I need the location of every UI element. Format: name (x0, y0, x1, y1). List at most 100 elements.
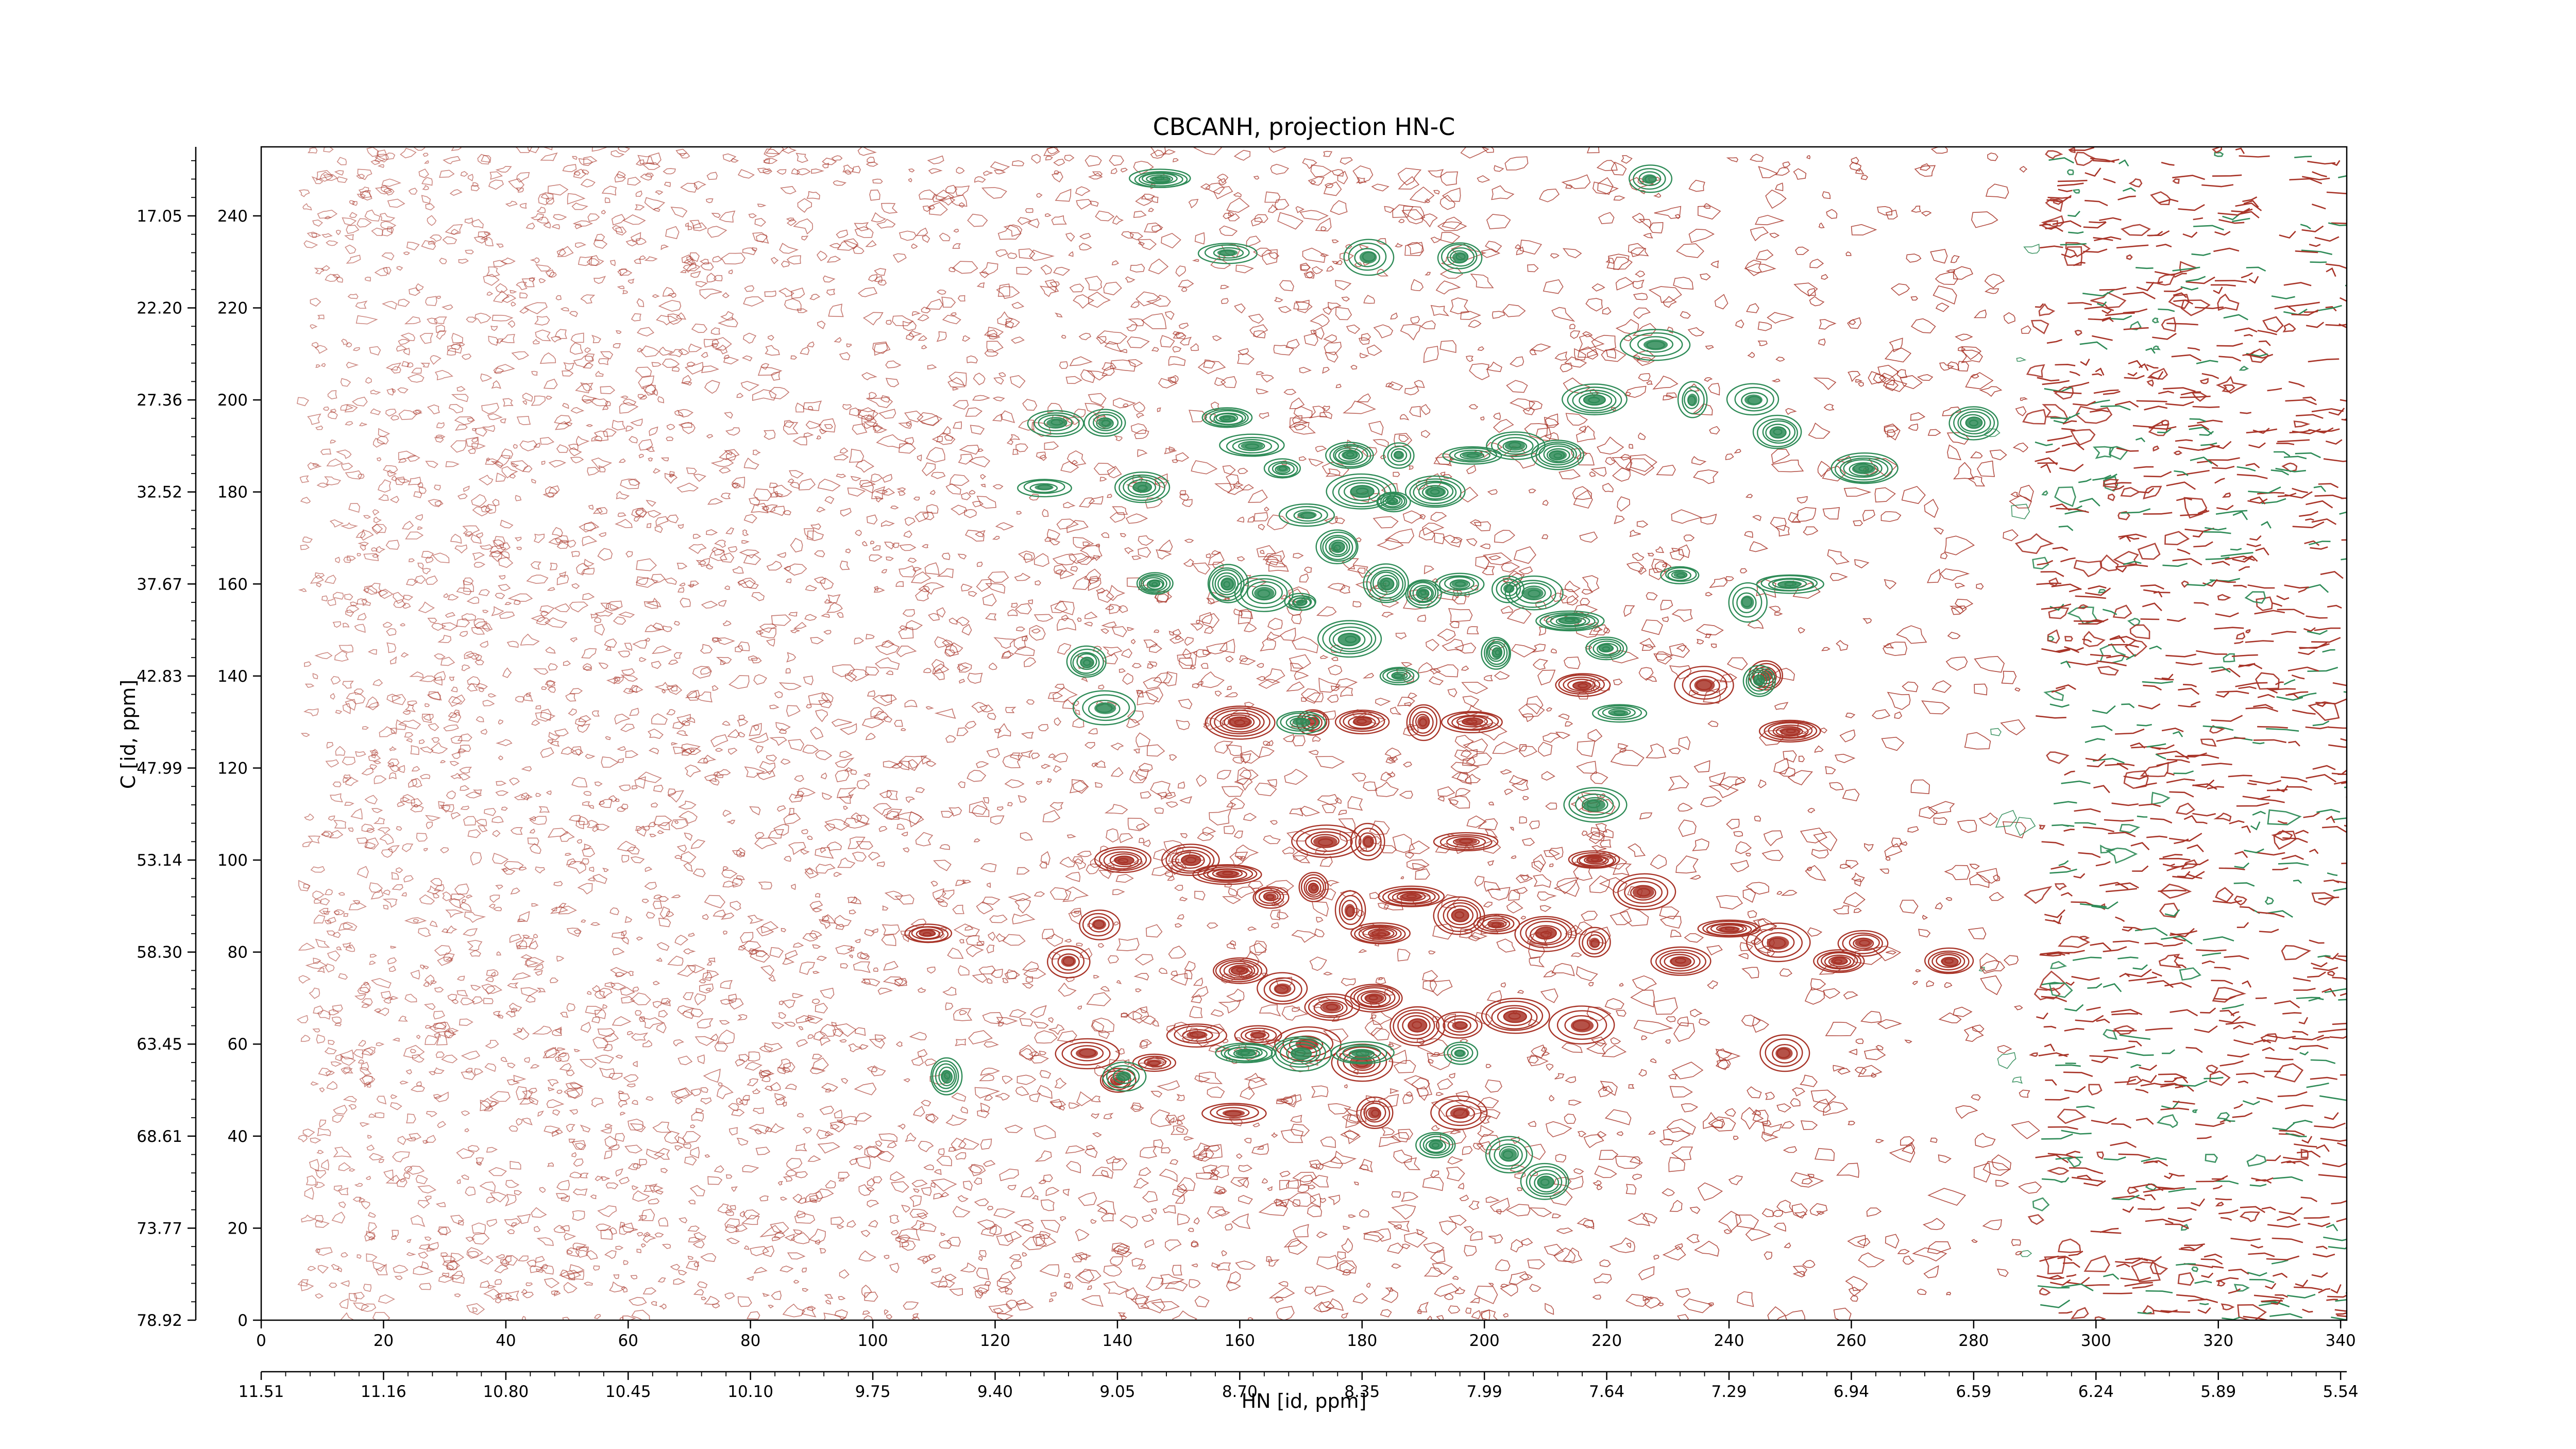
noise-contour (1161, 1147, 1171, 1154)
noise-contour (582, 663, 592, 670)
noise-contour (1564, 1114, 1577, 1124)
noise-contour (1494, 530, 1516, 543)
noise-contour (1054, 600, 1075, 616)
noise-contour (625, 551, 633, 558)
noise-contour (451, 147, 462, 151)
noise-contour (369, 764, 378, 770)
noise-contour (858, 1184, 872, 1196)
noise-contour (787, 478, 794, 483)
noise-contour (644, 637, 650, 642)
noise-contour (1024, 657, 1037, 667)
noise-contour (2175, 802, 2195, 815)
noise-contour (636, 1249, 641, 1254)
noise-contour (1625, 1184, 1637, 1195)
noise-contour (2015, 817, 2036, 836)
noise-contour (1765, 189, 1787, 209)
noise-contour (1973, 1162, 1991, 1183)
noise-contour (534, 1226, 540, 1233)
noise-contour (618, 1100, 628, 1108)
noise-contour (605, 401, 611, 407)
noise-contour (1478, 722, 1507, 741)
noise-contour (979, 1074, 995, 1082)
noise-contour (766, 638, 775, 647)
noise-contour (1191, 1263, 1198, 1268)
noise-contour (1466, 815, 1487, 828)
noise-contour (1636, 520, 1649, 528)
noise-contour (1411, 279, 1424, 291)
noise-contour (1044, 279, 1057, 293)
noise-contour (1321, 803, 1336, 813)
noise-contour (1569, 324, 1576, 329)
noise-contour (728, 1127, 738, 1136)
noise-contour (1305, 271, 1315, 279)
noise-contour (341, 1066, 351, 1075)
noise-contour (1709, 577, 1728, 588)
noise-contour (1549, 863, 1554, 867)
noise-contour (1238, 610, 1252, 625)
noise-contour (802, 1288, 809, 1292)
noise-contour (1666, 392, 1677, 398)
noise-contour (1516, 246, 1524, 256)
noise-contour (512, 972, 532, 981)
noise-contour (2215, 376, 2248, 394)
noise-contour (476, 532, 484, 538)
noise-contour (702, 971, 713, 982)
noise-contour (569, 601, 589, 613)
noise-contour (1357, 567, 1366, 574)
noise-contour (411, 766, 420, 772)
noise-contour (396, 345, 408, 352)
noise-contour (422, 568, 431, 575)
noise-contour (977, 448, 984, 452)
noise-contour (768, 829, 784, 839)
noise-contour (979, 1250, 987, 1257)
noise-contour (1628, 1212, 1651, 1226)
noise-contour (779, 243, 799, 254)
noise-contour (683, 862, 693, 872)
noise-contour (300, 497, 311, 504)
noise-contour (553, 881, 563, 886)
noise-contour (1252, 1122, 1260, 1127)
noise-contour (618, 784, 631, 791)
noise-contour (1143, 677, 1162, 689)
noise-contour (1053, 159, 1065, 166)
noise-contour (1282, 847, 1295, 854)
noise-contour (1484, 675, 1493, 682)
noise-contour (1483, 901, 1493, 908)
noise-contour (1546, 707, 1553, 712)
noise-contour (1179, 490, 1187, 496)
noise-contour (1426, 638, 1439, 652)
noise-contour (751, 658, 762, 664)
noise-contour (556, 575, 569, 585)
noise-contour (2079, 935, 2090, 941)
noise-contour (881, 569, 888, 574)
noise-contour (1270, 164, 1290, 175)
noise-contour (690, 1147, 700, 1159)
noise-contour (430, 355, 442, 365)
noise-contour (1833, 905, 1850, 915)
noise-contour (1121, 648, 1132, 659)
noise-contour (1582, 1220, 1595, 1228)
noise-contour (637, 771, 662, 783)
noise-contour (1765, 1091, 1775, 1100)
noise-contour (829, 243, 841, 248)
noise-contour (652, 901, 663, 909)
noise-contour (1858, 381, 1864, 387)
noise-contour (790, 355, 798, 360)
noise-contour (2009, 495, 2032, 509)
noise-contour (484, 231, 490, 237)
noise-contour (816, 864, 836, 874)
noise-contour (1662, 616, 1669, 622)
noise-contour (835, 769, 850, 783)
noise-contour (1177, 1184, 1188, 1193)
noise-contour (696, 1108, 704, 1114)
noise-contour (778, 288, 794, 297)
noise-contour (707, 498, 723, 505)
noise-contour (1726, 657, 1748, 670)
noise-contour (453, 710, 460, 716)
noise-contour (329, 830, 344, 839)
noise-contour (401, 520, 414, 530)
noise-contour (1022, 399, 1038, 411)
noise-contour (854, 222, 869, 231)
noise-contour (403, 1172, 411, 1180)
noise-contour (977, 1109, 990, 1118)
